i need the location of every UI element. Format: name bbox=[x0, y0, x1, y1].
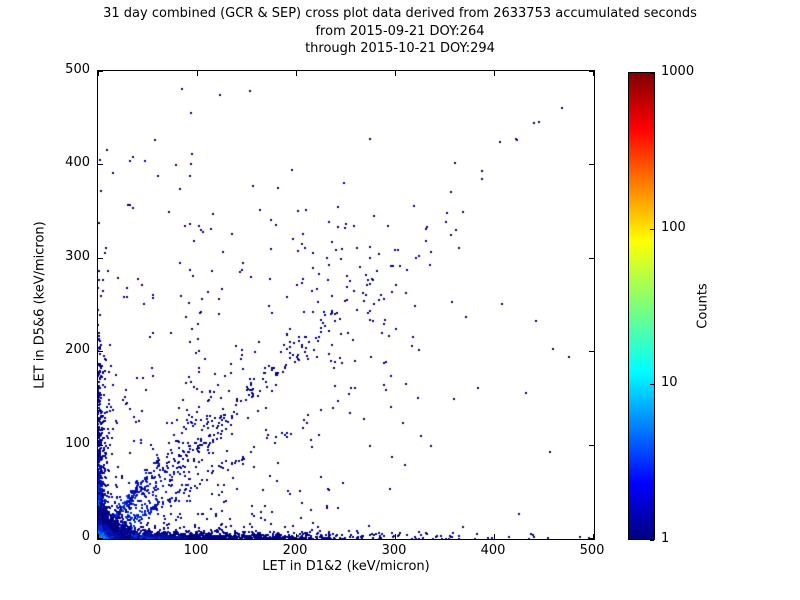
scatter-canvas bbox=[98, 71, 594, 539]
colorbar-tick bbox=[650, 384, 654, 385]
x-tick bbox=[296, 71, 297, 76]
y-tick-label: 500 bbox=[65, 62, 90, 77]
colorbar bbox=[628, 72, 655, 541]
colorbar-label: Counts bbox=[695, 283, 711, 329]
x-tick bbox=[395, 534, 396, 539]
y-tick bbox=[98, 538, 103, 539]
x-tick-label: 300 bbox=[381, 543, 407, 558]
x-tick bbox=[593, 534, 594, 539]
colorbar-tick bbox=[650, 229, 654, 230]
x-tick bbox=[494, 71, 495, 76]
x-tick-label: 200 bbox=[282, 543, 308, 558]
x-tick bbox=[296, 534, 297, 539]
x-tick bbox=[494, 534, 495, 539]
y-tick bbox=[589, 351, 594, 352]
y-tick bbox=[98, 445, 103, 446]
y-axis-label: LET in D5&6 (keV/micron) bbox=[32, 221, 48, 389]
x-tick bbox=[197, 534, 198, 539]
x-tick bbox=[593, 71, 594, 76]
y-tick bbox=[589, 164, 594, 165]
colorbar-tick-label: 1000 bbox=[661, 64, 695, 79]
colorbar-tick bbox=[650, 73, 654, 74]
chart-subtitle-through: through 2015-10-21 DOY:294 bbox=[305, 41, 495, 56]
y-tick bbox=[589, 71, 594, 72]
colorbar-tick-label: 1 bbox=[661, 531, 670, 546]
y-tick bbox=[98, 258, 103, 259]
x-tick-label: 100 bbox=[183, 543, 209, 558]
colorbar-tick-label: 10 bbox=[661, 375, 678, 390]
y-tick bbox=[589, 445, 594, 446]
x-tick-label: 400 bbox=[480, 543, 506, 558]
y-tick bbox=[589, 258, 594, 259]
y-tick-label: 200 bbox=[65, 342, 90, 357]
chart-title: 31 day combined (GCR & SEP) cross plot d… bbox=[103, 6, 697, 21]
y-tick-label: 0 bbox=[81, 529, 90, 544]
y-tick-label: 400 bbox=[65, 155, 90, 170]
x-tick bbox=[98, 71, 99, 76]
x-tick bbox=[395, 71, 396, 76]
x-tick bbox=[197, 71, 198, 76]
colorbar-tick-label: 100 bbox=[661, 220, 686, 235]
y-tick bbox=[98, 351, 103, 352]
x-tick-label: 500 bbox=[579, 543, 605, 558]
y-tick-label: 100 bbox=[65, 436, 90, 451]
y-tick bbox=[98, 164, 103, 165]
y-tick bbox=[98, 71, 103, 72]
colorbar-tick bbox=[650, 540, 654, 541]
x-tick bbox=[98, 534, 99, 539]
y-tick-label: 300 bbox=[65, 249, 90, 264]
x-axis-label: LET in D1&2 (keV/micron) bbox=[262, 559, 430, 574]
chart-subtitle-from: from 2015-09-21 DOY:264 bbox=[315, 24, 485, 39]
x-tick-label: 0 bbox=[92, 543, 102, 558]
y-tick bbox=[589, 538, 594, 539]
plot-area bbox=[97, 70, 595, 540]
